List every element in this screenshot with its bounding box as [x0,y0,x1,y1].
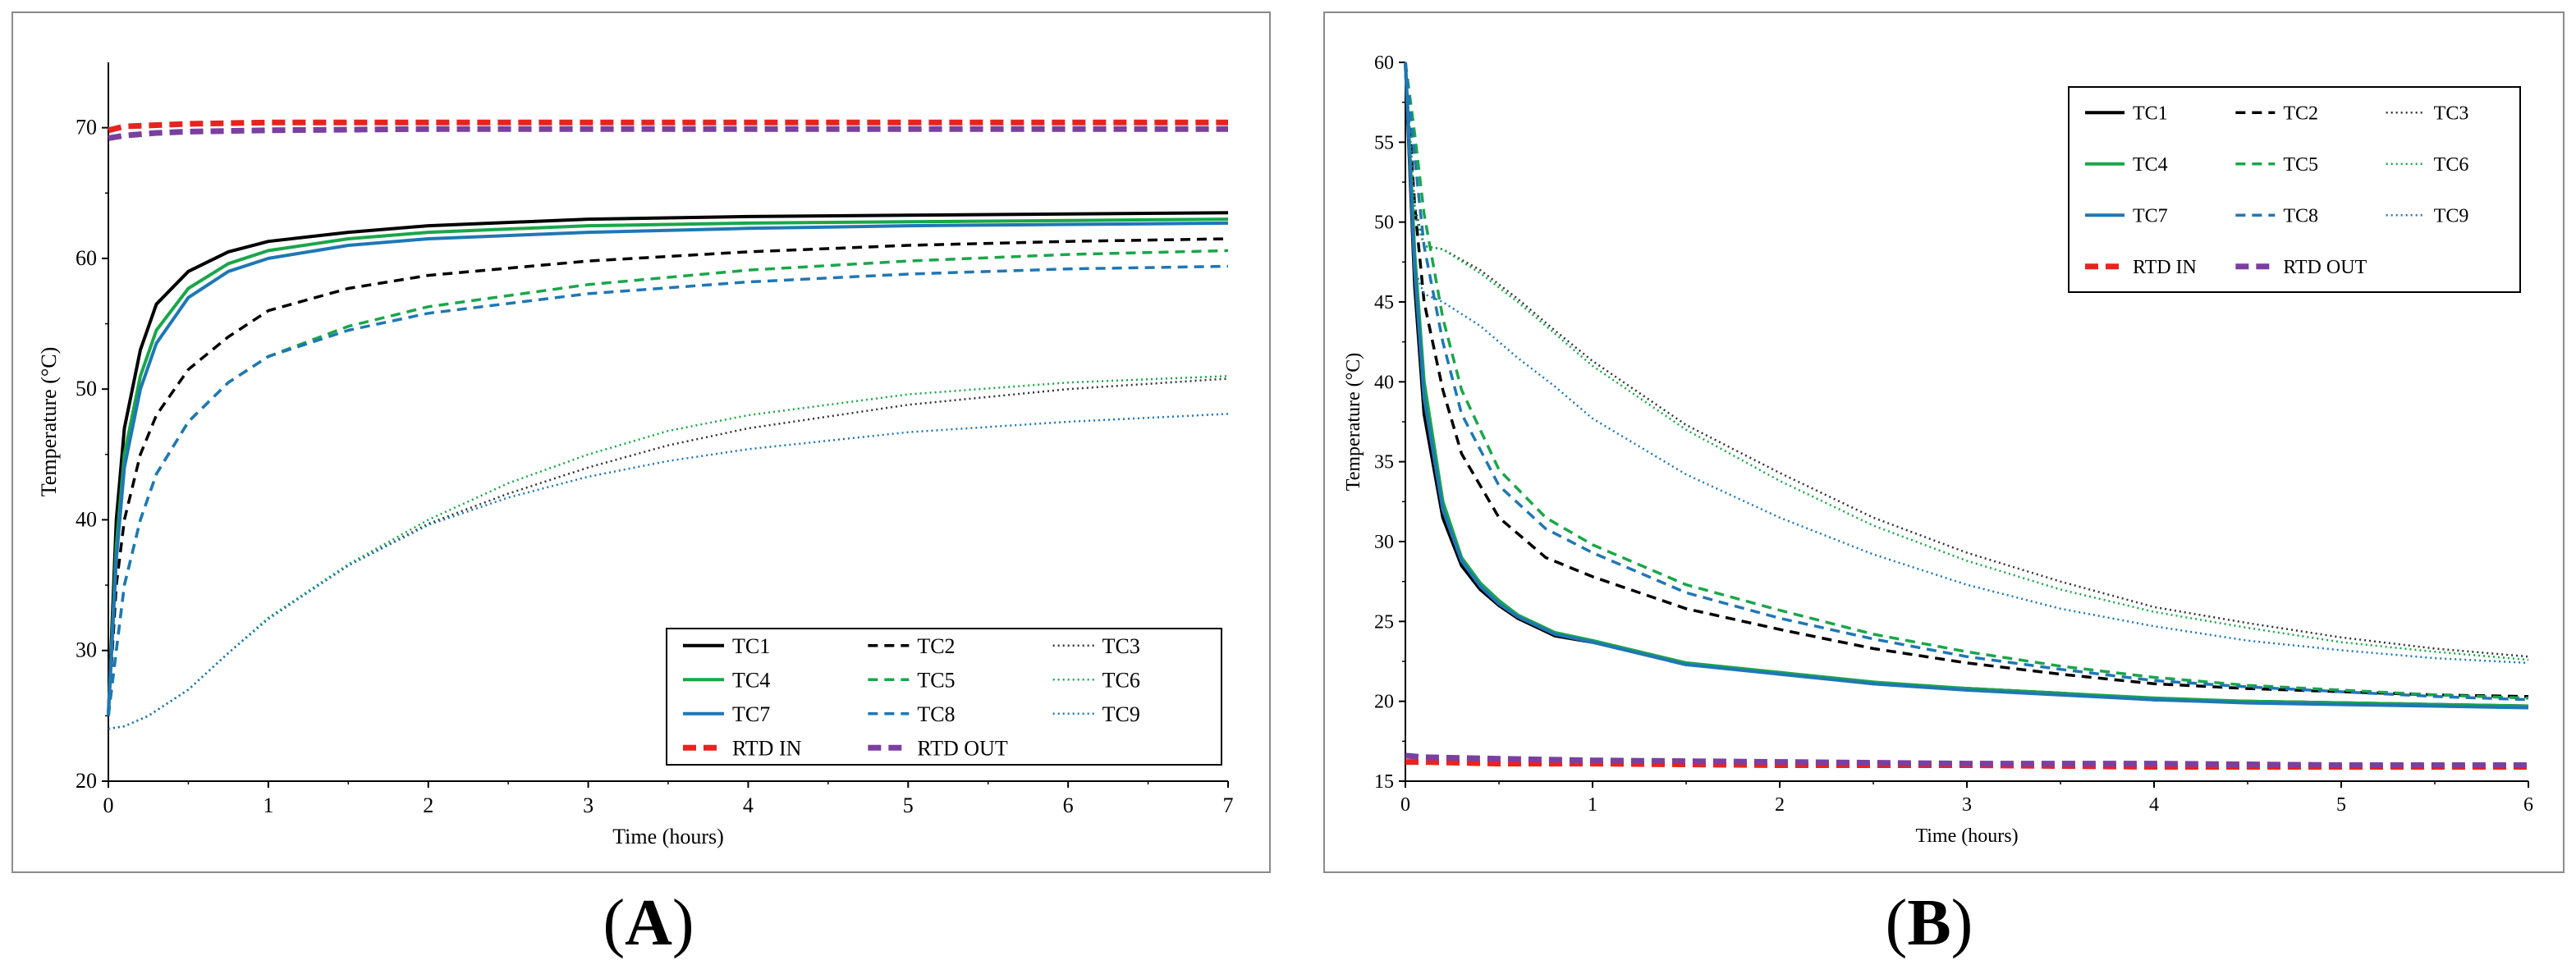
y-tick-label: 40 [1374,372,1394,393]
legend-label: RTD OUT [2283,257,2367,278]
y-tick-label: 60 [1374,53,1394,74]
legend-box [2068,86,2521,293]
series-line-tc3 [1404,62,2529,658]
legend-label: TC7 [732,702,770,726]
y-tick-label: 20 [76,769,97,793]
legend-label: TC1 [732,634,770,658]
series-line-tc2 [107,237,1229,716]
y-tick-label: 15 [1374,771,1394,793]
legend-label: RTD OUT [917,736,1007,760]
y-tick-label: 35 [1374,452,1394,473]
series-line-tc6 [108,375,1229,730]
legend-label: TC6 [2434,154,2469,176]
chart-a: 20 30 40 50 60 70 0 1 2 3 4 5 6 7 Time (hours) Temperat… [37,62,1234,848]
series-line-tc2 [1404,62,2529,698]
series-line-tc8 [107,264,1229,716]
y-tick-label: 30 [76,638,97,662]
series-line-tc4 [107,217,1229,716]
legend-label: TC4 [2133,154,2168,176]
y-tick-label: 50 [76,377,97,400]
y-tick-label: 70 [76,116,97,139]
legend-label: TC4 [732,668,770,692]
legend-label: TC3 [2434,103,2469,125]
legend-label: RTD IN [2133,257,2197,278]
series-line-rtd-out [1405,752,2528,768]
y-tick-label: 60 [76,246,97,270]
x-tick-label: 4 [2149,794,2159,816]
x-tick-label: 0 [1400,794,1410,816]
series-line-rtd-in [108,119,1228,134]
legend-label: TC1 [2133,103,2168,125]
x-axis-label: Time (hours) [1915,825,2018,847]
legend-label: TC6 [1102,668,1140,692]
x-tick-label: 3 [1962,794,1972,816]
legend-label: TC8 [917,702,955,726]
series-line-tc5 [1404,62,2529,700]
x-tick-label: 5 [903,793,914,817]
x-axis-label: Time (hours) [612,825,724,848]
y-tick-label: 30 [1374,532,1394,553]
legend-label: TC5 [2283,154,2318,176]
y-tick-label: 55 [1374,132,1394,153]
legend-label: TC3 [1102,634,1140,658]
x-tick-label: 6 [1063,793,1074,817]
y-tick-label: 20 [1374,692,1394,713]
y-axis-label: Temperature (°C) [37,347,61,497]
legend-label: TC7 [2133,206,2168,227]
series-line-rtd-out [108,126,1228,141]
y-tick-label: 40 [76,507,97,531]
y-tick-label: 25 [1374,611,1394,633]
legend: TC1 TC2 TC3 TC4 TC5 TC6 TC7 TC8 TC9 RTD IN RTD OUT [666,628,1222,766]
x-tick-label: 6 [2523,794,2533,816]
series-line-tc7 [1404,62,2529,710]
series-line-tc6 [1404,62,2529,661]
y-axis-label: Temperature (°C) [1343,353,1364,492]
series-group [1404,62,2529,770]
x-tick-label: 1 [1588,794,1597,816]
x-tick-label: 3 [583,793,594,817]
series-line-tc1 [107,211,1229,716]
series-line-tc7 [107,221,1229,716]
chart-panel-b: 15 20 25 30 35 40 45 50 55 60 0 1 2 3 4 5 6 Time (hours) T… [1323,11,2565,873]
legend-label: TC8 [2283,206,2318,227]
chart-a-svg: 20 30 40 50 60 70 0 1 2 3 4 5 6 7 Time (hours) Temperat… [37,62,1234,848]
legend-box [666,628,1222,766]
x-tick-label: 0 [103,793,114,817]
x-tick-label: 7 [1223,793,1234,817]
legend-label: TC9 [1102,702,1140,726]
x-tick-label: 1 [263,793,273,817]
legend-label: TC5 [917,668,955,692]
legend-label: TC2 [917,634,955,658]
legend: TC1 TC2 TC3 TC4 TC5 TC6 TC7 TC8 TC9 RTD IN RTD OUT [2068,86,2521,293]
series-line-tc8 [1404,62,2529,702]
x-tick-label: 2 [1775,794,1785,816]
panel-label-b: (B) [1885,887,1973,959]
legend-label: TC2 [2283,103,2318,125]
panel-label-a: (A) [603,887,694,959]
x-tick-label: 4 [743,793,754,817]
y-tick-label: 50 [1374,213,1394,234]
chart-panel-a: 20 30 40 50 60 70 0 1 2 3 4 5 6 7 Time (hours) Temperat… [11,11,1271,873]
x-tick-label: 2 [423,793,433,817]
legend-label: RTD IN [732,736,802,760]
x-tick-label: 5 [2336,794,2346,816]
y-tick-label: 45 [1374,292,1394,313]
legend-label: TC9 [2434,206,2469,227]
series-group [107,119,1229,730]
